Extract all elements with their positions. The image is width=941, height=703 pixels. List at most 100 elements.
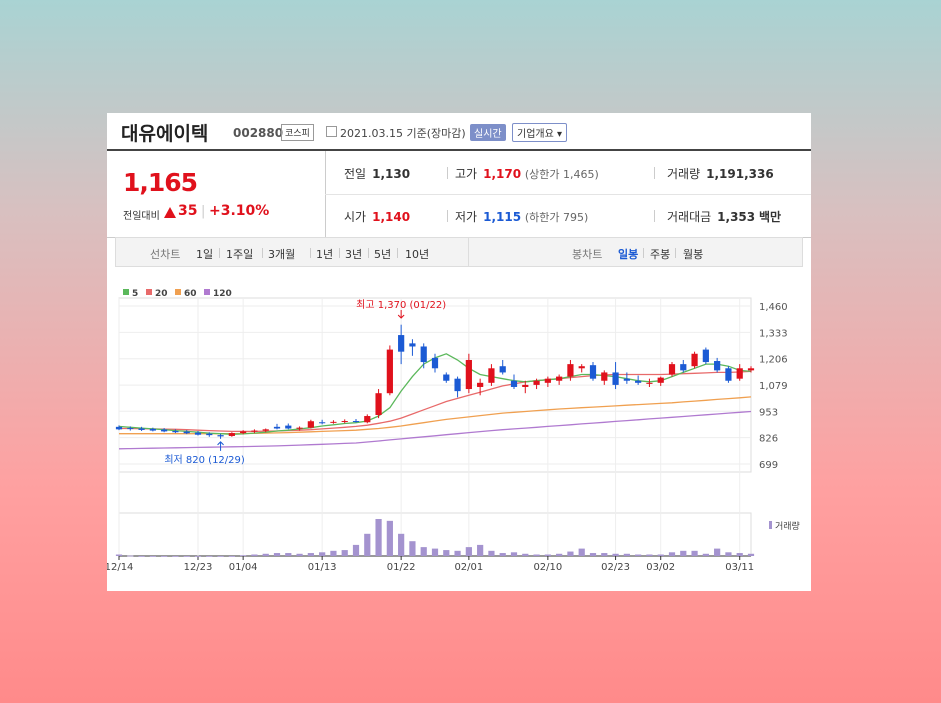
volume-bar	[612, 553, 619, 556]
candle-body	[623, 378, 630, 381]
tab-10y[interactable]: 10년	[405, 248, 430, 261]
volume-legend-swatch	[769, 521, 772, 529]
volume-bar	[589, 553, 597, 556]
volume-bar	[149, 556, 156, 557]
volume-bar	[533, 554, 540, 556]
volume-bar	[262, 553, 269, 556]
tab-group-divider	[468, 238, 469, 266]
volume-stat: 거래량 1,191,336	[667, 167, 774, 181]
change-value: 35	[178, 203, 198, 219]
high-price: 고가 1,170 (상한가 1,465)	[455, 167, 599, 181]
candle-body	[454, 378, 461, 392]
current-price: 1,165	[123, 168, 198, 197]
volume-bar	[194, 556, 202, 557]
x-tick-label: 02/01	[454, 562, 483, 573]
candle-body	[465, 359, 472, 390]
volume-bar	[127, 555, 134, 557]
candle-body	[206, 433, 213, 436]
candle-body	[319, 422, 326, 424]
tab-sep	[219, 248, 220, 258]
candle-body	[330, 421, 337, 423]
candle-body	[657, 377, 664, 383]
change-percent: +3.10%	[209, 203, 270, 219]
candle-body	[578, 366, 585, 369]
candle-body	[296, 427, 303, 429]
market-badge: 코스피	[281, 124, 314, 141]
quote-row-divider	[325, 194, 811, 195]
corp-info-dropdown[interactable]: 기업개요 ▾	[512, 123, 567, 142]
volume-bar	[364, 533, 371, 556]
tab-1d[interactable]: 1일	[196, 248, 214, 261]
y-tick-label: 1,079	[759, 381, 788, 392]
tab-3y[interactable]: 3년	[345, 248, 363, 261]
volume-bar	[319, 552, 326, 556]
volume-bar	[307, 553, 314, 556]
candle-body	[364, 416, 371, 423]
volume-bar	[747, 553, 755, 556]
legend-swatch	[146, 289, 152, 295]
candle-body	[601, 372, 608, 381]
candle-body	[544, 378, 551, 383]
stock-code: 002880	[233, 126, 284, 140]
tab-1w[interactable]: 1주일	[226, 248, 254, 261]
candle-body	[149, 428, 156, 431]
legend-label: 20	[155, 289, 168, 299]
candle-body	[341, 421, 348, 423]
legend-swatch	[204, 289, 210, 295]
volume-bar	[499, 553, 506, 556]
quote-panel: 1,165 전일대비 35 | +3.10% 전일 1,130 고가 1,170 (…	[107, 151, 811, 238]
realtime-button[interactable]: 실시간	[470, 124, 506, 141]
volume-bar	[285, 553, 292, 556]
tab-weekly[interactable]: 주봉	[650, 248, 671, 261]
candle-body	[273, 426, 281, 429]
tab-sep	[643, 248, 644, 258]
volume-bar	[623, 553, 630, 556]
volume-bar	[161, 556, 168, 557]
legend-label: 60	[184, 289, 197, 299]
volume-bar	[341, 550, 348, 556]
volume-bar	[228, 556, 235, 557]
y-tick-label: 953	[759, 407, 778, 418]
candle-body	[612, 372, 619, 385]
candle-body	[646, 382, 653, 384]
volume-bar	[398, 533, 405, 556]
candle-body	[420, 346, 427, 363]
volume-bar	[567, 551, 574, 556]
volume-bar	[251, 554, 258, 556]
candle-body	[183, 431, 190, 434]
candle-body	[499, 366, 506, 373]
tab-5y[interactable]: 5년	[374, 248, 392, 261]
tab-1y[interactable]: 1년	[316, 248, 334, 261]
low-annotation: 최저 820 (12/29)	[164, 454, 245, 466]
candle-body	[217, 435, 224, 437]
candle-body	[115, 426, 123, 430]
candle-body	[702, 349, 709, 363]
candle-body	[477, 382, 484, 387]
volume-bar	[691, 550, 698, 556]
volume-bar	[736, 553, 743, 556]
x-tick-label: 12/14	[107, 562, 133, 573]
tab-monthly[interactable]: 월봉	[683, 248, 704, 261]
tab-sep	[397, 248, 398, 258]
volume-bar	[635, 554, 642, 556]
volume-bar	[702, 553, 709, 556]
tab-daily[interactable]: 일봉	[618, 248, 639, 261]
open-price: 시가 1,140	[344, 210, 411, 224]
legend-swatch	[123, 289, 129, 295]
volume-bar	[296, 553, 303, 556]
volume-bar	[420, 547, 427, 556]
volume-bar	[601, 553, 608, 556]
volume-bar	[386, 520, 393, 556]
volume-bar	[172, 556, 179, 557]
volume-bar	[431, 548, 439, 556]
tab-3m[interactable]: 3개월	[268, 248, 296, 261]
base-date: 2021.03.15 기준(장마감)	[340, 127, 466, 140]
prev-close: 전일 1,130	[344, 167, 411, 181]
line-chart-label: 선차트	[150, 248, 181, 261]
y-tick-label: 826	[759, 434, 778, 445]
candle-body	[285, 425, 292, 429]
volume-bar	[443, 550, 450, 556]
volume-bar	[510, 552, 518, 556]
volume-bar	[273, 553, 281, 556]
quote-sep	[447, 167, 448, 179]
